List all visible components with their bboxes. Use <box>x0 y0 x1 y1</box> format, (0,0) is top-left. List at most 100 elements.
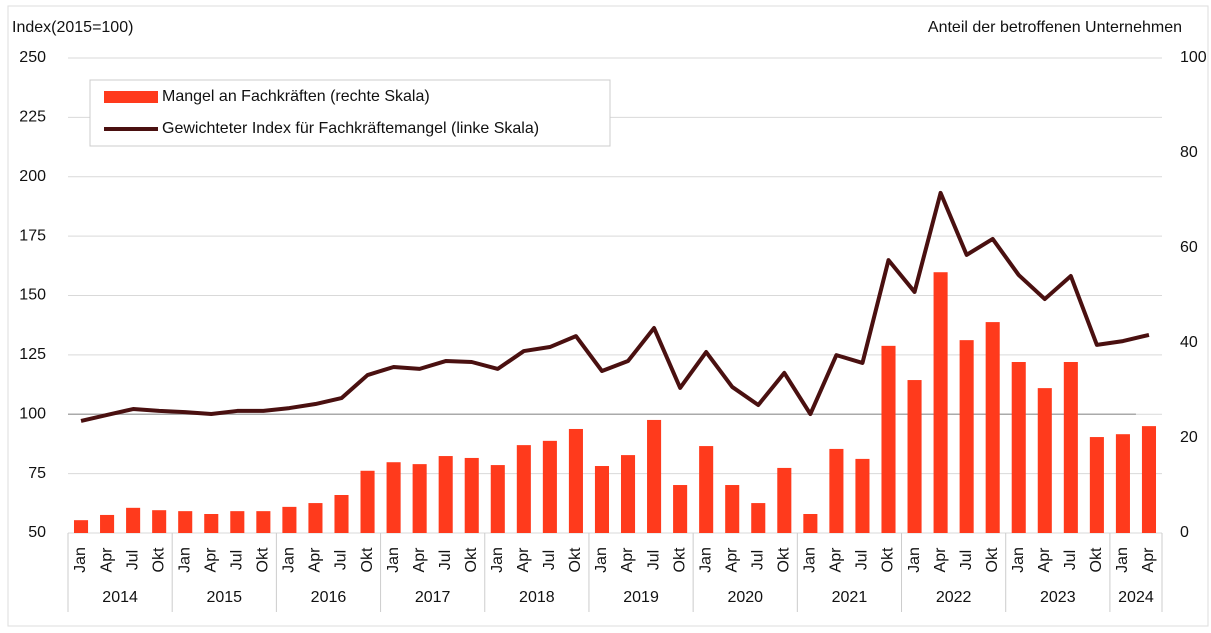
bar <box>907 380 922 533</box>
x-tick-label: Jul <box>541 550 558 570</box>
x-tick-label: Jan <box>593 547 610 573</box>
x-tick-label: Apr <box>202 547 219 573</box>
bar <box>412 464 427 533</box>
bar <box>178 511 193 533</box>
y2-tick-label: 40 <box>1180 334 1198 351</box>
bar <box>1115 434 1130 533</box>
x-tick-label: Apr <box>828 547 845 573</box>
y-tick-label: 175 <box>19 227 46 244</box>
y2-tick-label: 80 <box>1180 144 1198 161</box>
y-axis-label: Index(2015=100) <box>12 19 133 36</box>
bar <box>751 503 766 533</box>
x-group-label: 2016 <box>311 589 347 606</box>
bar <box>100 514 115 533</box>
bar <box>308 503 323 533</box>
x-tick-label: Apr <box>98 547 115 573</box>
bar <box>204 514 219 533</box>
bar <box>282 506 297 533</box>
y-tick-label: 225 <box>19 109 46 126</box>
bar <box>959 340 974 533</box>
y2-axis-label: Anteil der betroffenen Unternehmen <box>928 19 1182 36</box>
y2-tick-label: 100 <box>1180 49 1207 66</box>
bar <box>829 448 844 533</box>
y-tick-label: 100 <box>19 405 46 422</box>
x-tick-label: Okt <box>359 547 376 572</box>
x-tick-label: Jul <box>1062 550 1079 570</box>
bar <box>1063 362 1078 533</box>
x-tick-label: Jan <box>1114 547 1131 573</box>
x-tick-label: Apr <box>619 547 636 573</box>
bar <box>725 485 740 533</box>
x-tick-label: Okt <box>984 547 1001 572</box>
x-group-label: 2023 <box>1040 589 1076 606</box>
legend-label: Mangel an Fachkräften (rechte Skala) <box>162 88 430 105</box>
x-tick-label: Apr <box>1036 547 1053 573</box>
x-group-label: 2020 <box>727 589 763 606</box>
bar <box>230 511 245 533</box>
x-tick-label: Jan <box>802 547 819 573</box>
x-tick-label: Jul <box>333 550 350 570</box>
x-tick-label: Jan <box>1010 547 1027 573</box>
legend-box <box>89 79 611 147</box>
bar <box>803 514 818 533</box>
bar <box>933 272 948 533</box>
x-group-label: 2014 <box>102 589 138 606</box>
x-group-label: 2018 <box>519 589 555 606</box>
x-tick-label: Apr <box>307 547 324 573</box>
x-tick-label: Jul <box>645 550 662 570</box>
x-group-label: 2019 <box>623 589 659 606</box>
bar <box>464 457 479 533</box>
bar <box>855 458 870 533</box>
bar <box>673 485 688 533</box>
y-tick-label: 250 <box>19 49 46 66</box>
x-tick-label: Jul <box>124 550 141 570</box>
bar <box>1141 426 1157 533</box>
x-tick-label: Okt <box>1088 547 1105 572</box>
x-tick-label: Okt <box>671 547 688 572</box>
bar <box>542 440 557 533</box>
y2-tick-label: 60 <box>1180 239 1198 256</box>
bar <box>126 507 141 533</box>
x-tick-label: Apr <box>932 547 949 573</box>
x-tick-label: Okt <box>880 547 897 572</box>
x-tick-label: Jan <box>72 547 89 573</box>
bar <box>152 510 167 533</box>
y-tick-label: 50 <box>28 524 46 541</box>
bar <box>1089 437 1104 533</box>
bar <box>777 467 792 533</box>
y-tick-label: 125 <box>19 346 46 363</box>
x-tick-label: Jan <box>385 547 402 573</box>
bar <box>699 446 714 533</box>
x-tick-label: Okt <box>150 547 167 572</box>
x-tick-label: Jul <box>854 550 871 570</box>
bar <box>386 462 401 533</box>
x-tick-label: Jan <box>697 547 714 573</box>
x-group-label: 2017 <box>415 589 451 606</box>
x-tick-label: Okt <box>567 547 584 572</box>
x-tick-label: Apr <box>1140 547 1157 573</box>
x-tick-label: Apr <box>515 547 532 573</box>
bar <box>490 465 505 533</box>
bar <box>73 520 89 533</box>
bar <box>516 445 531 533</box>
x-tick-label: Jul <box>749 550 766 570</box>
bar <box>256 511 271 533</box>
x-tick-label: Jan <box>906 547 923 573</box>
y2-tick-label: 20 <box>1180 429 1198 446</box>
frame <box>7 5 1209 627</box>
bar <box>985 322 1000 533</box>
x-tick-label: Jan <box>281 547 298 573</box>
legend-label: Gewichteter Index für Fachkräftemangel (… <box>162 120 539 137</box>
x-tick-label: Apr <box>411 547 428 573</box>
bar <box>1037 388 1052 533</box>
x-group-label: 2022 <box>936 589 972 606</box>
x-tick-label: Okt <box>463 547 480 572</box>
x-tick-label: Jul <box>437 550 454 570</box>
y2-tick-label: 0 <box>1180 524 1189 541</box>
y-tick-label: 75 <box>28 465 46 482</box>
line <box>80 190 1150 423</box>
bar <box>881 345 896 533</box>
bar <box>647 419 662 533</box>
x-tick-label: Apr <box>723 547 740 573</box>
